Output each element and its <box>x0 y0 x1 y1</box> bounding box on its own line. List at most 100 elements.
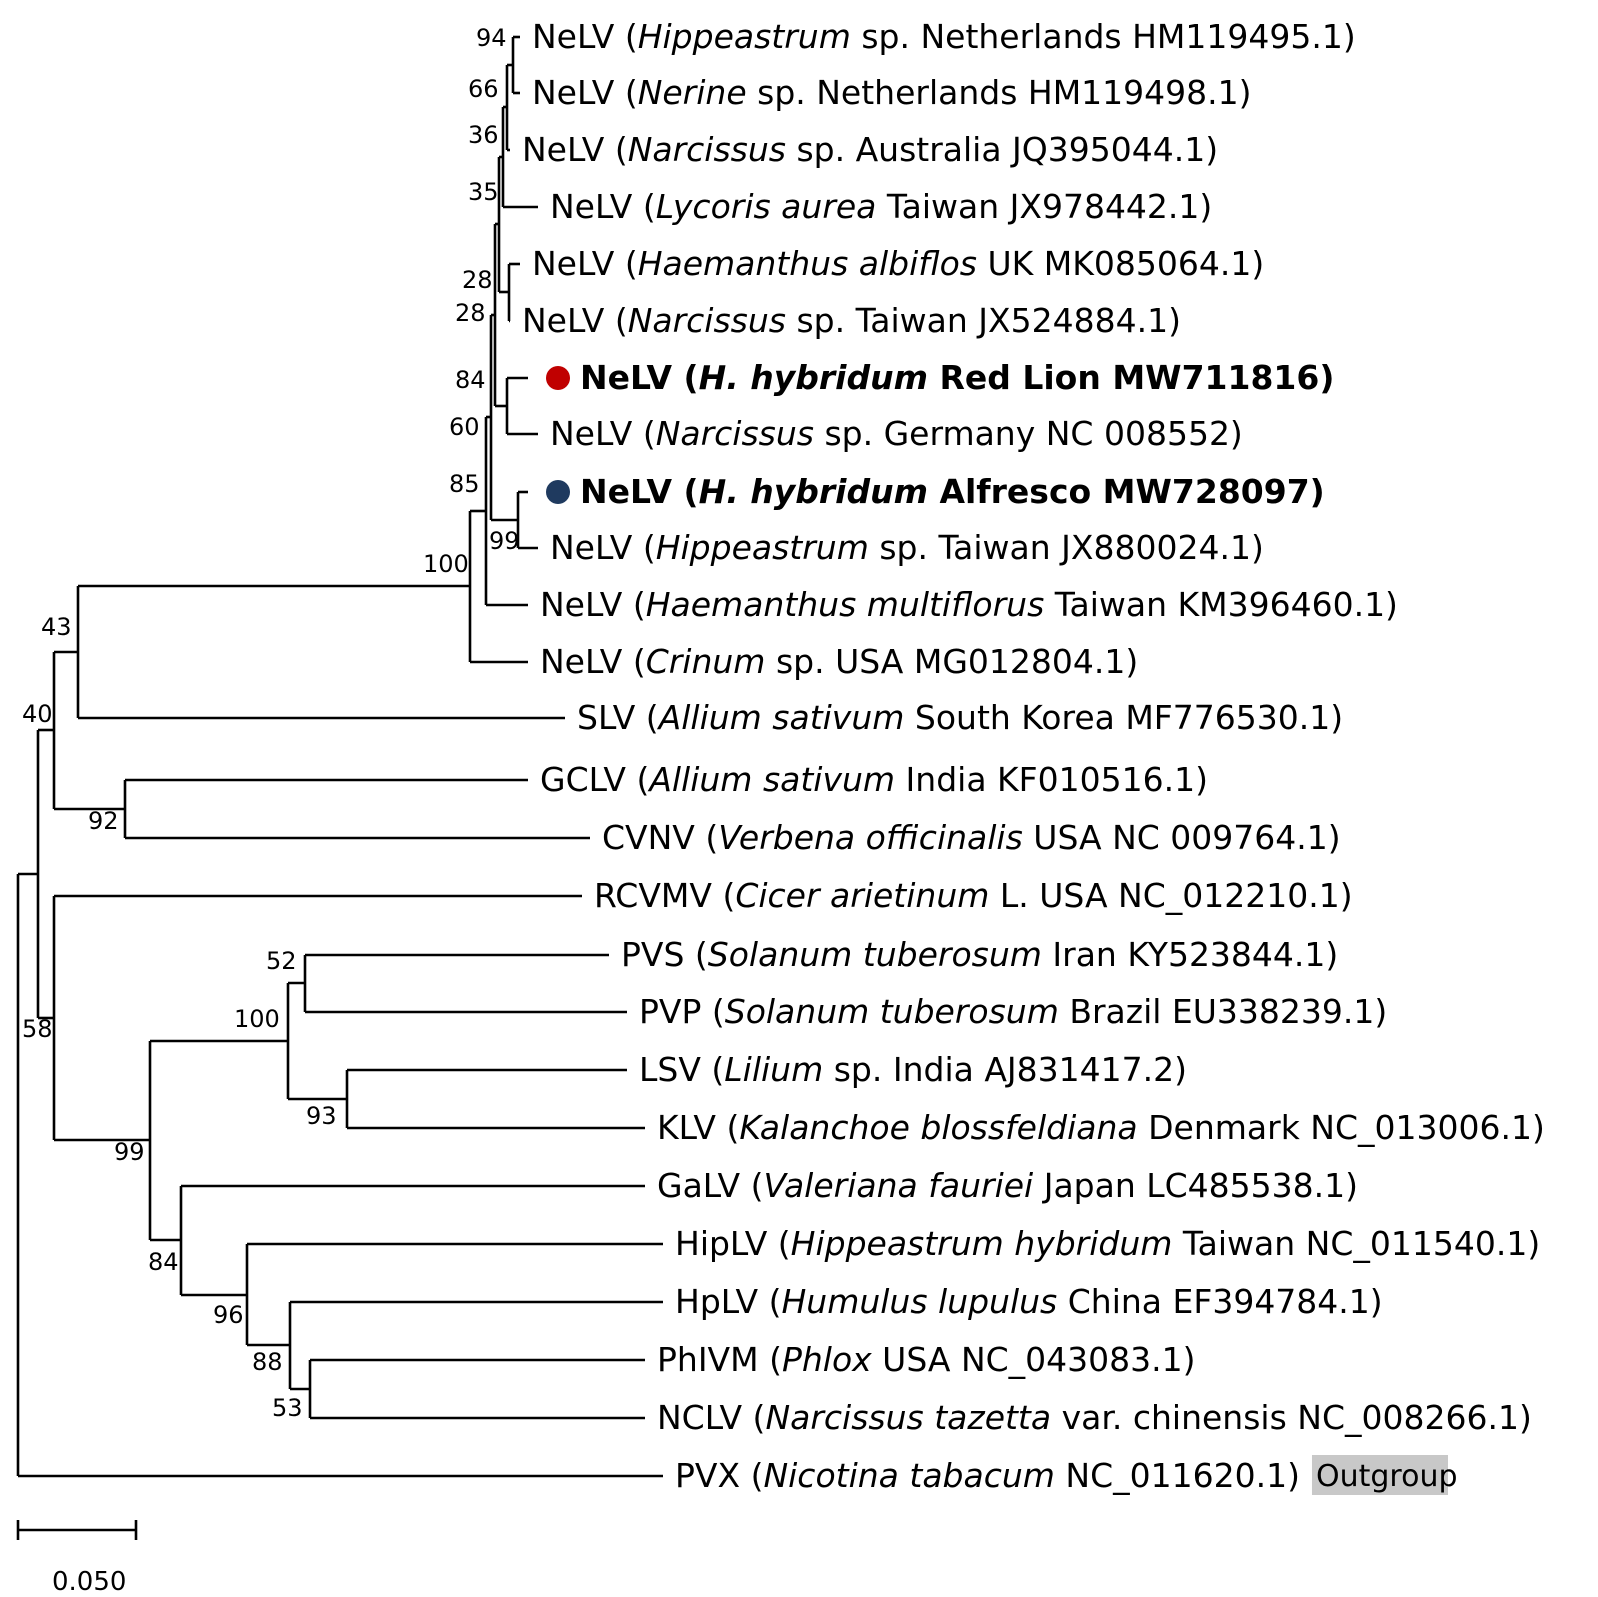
bootstrap-value: 84 <box>148 1248 179 1276</box>
virus-name: LSV ( <box>639 1050 724 1089</box>
accession: sp. Taiwan JX880024.1) <box>869 528 1264 567</box>
taxon-name: NeLV (Hippeastrum sp. Netherlands HM1194… <box>532 17 1356 56</box>
bootstrap-value: 35 <box>468 178 499 206</box>
taxon-label: PVX (Nicotina tabacum NC_011620.1) Outgro… <box>675 1455 1458 1495</box>
accession: sp. USA MG012804.1) <box>765 642 1138 681</box>
taxon-name: NeLV (Narcissus sp. Germany NC 008552) <box>550 414 1243 453</box>
accession: NC_011620.1) <box>1055 1456 1300 1495</box>
scale-bar: 0.050 <box>16 1520 138 1597</box>
virus-name: NeLV ( <box>550 528 656 567</box>
virus-name: NeLV ( <box>532 244 638 283</box>
accession: Red Lion MW711816) <box>928 358 1334 397</box>
host-name: Cicer arietinum <box>735 876 989 915</box>
host-name: Humulus lupulus <box>781 1282 1057 1321</box>
taxon-label: LSV (Lilium sp. India AJ831417.2) <box>639 1050 1187 1089</box>
host-name: Crinum <box>646 642 766 681</box>
bootstrap-value: 96 <box>213 1301 244 1329</box>
taxon-label: NeLV (Haemanthus albiflos UK MK085064.1) <box>532 244 1264 283</box>
host-name: Allium sativum <box>657 698 905 737</box>
virus-name: RCVMV ( <box>594 876 735 915</box>
taxon-name: NeLV (Nerine sp. Netherlands HM119498.1) <box>532 73 1252 112</box>
bootstrap-value: 100 <box>234 1005 280 1033</box>
taxon-name: HpLV (Humulus lupulus China EF394784.1) <box>675 1282 1383 1321</box>
taxon-name: HipLV (Hippeastrum hybridum Taiwan NC_01… <box>675 1224 1540 1263</box>
accession: sp. Australia JQ395044.1) <box>786 130 1218 169</box>
accession: Taiwan KM396460.1) <box>1044 585 1398 624</box>
virus-name: GCLV ( <box>540 760 649 799</box>
bootstrap-value: 100 <box>423 550 469 578</box>
taxon-label: CVNV (Verbena officinalis USA NC 009764.… <box>602 818 1341 857</box>
taxon-label: KLV (Kalanchoe blossfeldiana Denmark NC_… <box>657 1108 1545 1147</box>
host-name: Verbena officinalis <box>718 818 1023 857</box>
accession: Taiwan NC_011540.1) <box>1172 1224 1540 1263</box>
taxon-name: LSV (Lilium sp. India AJ831417.2) <box>639 1050 1187 1089</box>
taxon-name: PVP (Solanum tuberosum Brazil EU338239.1… <box>639 992 1387 1031</box>
virus-name: SLV ( <box>577 698 659 737</box>
bootstrap-value: 66 <box>468 75 499 103</box>
host-name: Haemanthus multiflorus <box>646 585 1045 624</box>
taxon-label: NeLV (Narcissus sp. Australia JQ395044.1… <box>522 130 1218 169</box>
accession: Taiwan JX978442.1) <box>876 187 1212 226</box>
taxon-label: HipLV (Hippeastrum hybridum Taiwan NC_01… <box>675 1224 1540 1263</box>
host-name: Phlox <box>782 1340 872 1379</box>
taxon-label: GaLV (Valeriana fauriei Japan LC485538.1… <box>657 1166 1358 1205</box>
taxon-label: NeLV (Crinum sp. USA MG012804.1) <box>540 642 1138 681</box>
host-name: Solanum tuberosum <box>708 935 1042 974</box>
accession: Brazil EU338239.1) <box>1059 992 1387 1031</box>
bootstrap-value: 58 <box>22 1015 53 1043</box>
host-name: H. hybridum <box>699 472 928 511</box>
virus-name: NeLV ( <box>532 73 638 112</box>
taxon-label: PVP (Solanum tuberosum Brazil EU338239.1… <box>639 992 1387 1031</box>
taxon-name: CVNV (Verbena officinalis USA NC 009764.… <box>602 818 1341 857</box>
virus-name: PVP ( <box>639 992 725 1031</box>
accession: UK MK085064.1) <box>977 244 1264 283</box>
bootstrap-value: 52 <box>266 947 297 975</box>
taxon-label: NeLV (Narcissus sp. Germany NC 008552) <box>550 414 1243 453</box>
accession: Japan LC485538.1) <box>1033 1166 1358 1205</box>
virus-name: GaLV ( <box>657 1166 764 1205</box>
taxon-label: NeLV (Haemanthus multiflorus Taiwan KM39… <box>540 585 1398 624</box>
virus-name: HpLV ( <box>675 1282 781 1321</box>
bootstrap-value: 43 <box>41 613 72 641</box>
host-name: H. hybridum <box>699 358 928 397</box>
taxon-name: NCLV (Narcissus tazetta var. chinensis N… <box>657 1398 1532 1437</box>
red-dot-marker <box>546 366 570 390</box>
taxon-label: HpLV (Humulus lupulus China EF394784.1) <box>675 1282 1383 1321</box>
virus-name: CVNV ( <box>602 818 718 857</box>
outgroup-badge-bg <box>1311 1455 1448 1495</box>
host-name: Hippeastrum <box>638 17 851 56</box>
host-name: Narcissus <box>628 130 786 169</box>
taxon-label: PhIVM (Phlox USA NC_043083.1) <box>657 1340 1196 1379</box>
host-name: Narcissus <box>628 301 786 340</box>
taxon-label: RCVMV (Cicer arietinum L. USA NC_012210.… <box>594 876 1353 915</box>
virus-name: NeLV ( <box>540 642 646 681</box>
virus-name: NeLV ( <box>580 472 699 511</box>
taxon-name: NeLV (Hippeastrum sp. Taiwan JX880024.1) <box>550 528 1264 567</box>
taxon-name: NeLV (Narcissus sp. Australia JQ395044.1… <box>522 130 1218 169</box>
host-name: Hippeastrum <box>656 528 869 567</box>
virus-name: NeLV ( <box>550 187 656 226</box>
accession: var. chinensis NC_008266.1) <box>1051 1398 1532 1437</box>
bootstrap-value: 99 <box>114 1138 145 1166</box>
virus-name: HipLV ( <box>675 1224 791 1263</box>
virus-name: NeLV ( <box>532 17 638 56</box>
virus-name: KLV ( <box>657 1108 739 1147</box>
bootstrap-value: 36 <box>468 121 499 149</box>
bootstrap-value: 28 <box>462 266 493 294</box>
taxon-name: GaLV (Valeriana fauriei Japan LC485538.1… <box>657 1166 1358 1205</box>
accession: Denmark NC_013006.1) <box>1138 1108 1545 1147</box>
taxon-name: PhIVM (Phlox USA NC_043083.1) <box>657 1340 1196 1379</box>
taxon-name: RCVMV (Cicer arietinum L. USA NC_012210.… <box>594 876 1353 915</box>
bootstrap-value: 84 <box>455 366 486 394</box>
accession: sp. Netherlands HM119495.1) <box>851 17 1356 56</box>
host-name: Kalanchoe blossfeldiana <box>739 1108 1137 1147</box>
host-name: Lycoris aurea <box>656 187 877 226</box>
bootstrap-value: 99 <box>489 527 520 555</box>
bootstrap-value: 53 <box>272 1394 303 1422</box>
bootstrap-values: 94 66 36 35 28 28 84 60 85 99 100 43 40 92 52 100 93 58 99… <box>22 24 520 1422</box>
taxon-label: NeLV (H. hybridum Red Lion MW711816) <box>546 358 1334 397</box>
taxon-label: GCLV (Allium sativum India KF010516.1) <box>540 760 1208 799</box>
host-name: Allium sativum <box>647 760 895 799</box>
